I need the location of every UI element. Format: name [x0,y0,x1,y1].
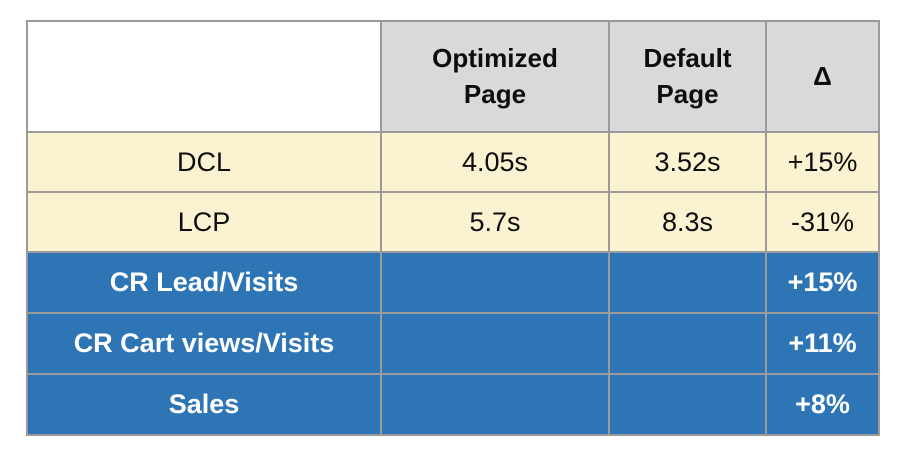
row-label-cell: DCL [26,131,382,193]
optimized-value-cell [380,312,610,375]
comparison-table: Optimized Page Default Page Δ DCL 4.05s … [26,20,880,436]
default-value-cell: 3.52s [608,131,767,193]
optimized-value-cell [380,251,610,314]
default-value-cell: 8.3s [608,191,767,253]
corner-header-cell [26,20,382,133]
row-label-cell: LCP [26,191,382,253]
delta-header: Δ [765,20,880,133]
delta-value-cell: +8% [765,373,880,436]
table-row-cr-lead-visits: CR Lead/Visits +15% [26,251,880,314]
optimized-page-header-label: Optimized Page [432,43,558,109]
delta-value-cell: +15% [765,251,880,314]
optimized-page-header: Optimized Page [380,20,610,133]
default-page-header-label: Default Page [643,43,732,109]
optimized-value-cell: 4.05s [380,131,610,193]
table-row-lcp: LCP 5.7s 8.3s -31% [26,191,880,253]
table-row-cr-cart-views-visits: CR Cart views/Visits +11% [26,312,880,375]
table-header-row: Optimized Page Default Page Δ [26,20,880,133]
default-value-cell [608,312,767,375]
table-row-dcl: DCL 4.05s 3.52s +15% [26,131,880,193]
optimized-value-cell: 5.7s [380,191,610,253]
delta-value-cell: -31% [765,191,880,253]
delta-value-cell: +11% [765,312,880,375]
default-page-header: Default Page [608,20,767,133]
default-value-cell [608,251,767,314]
delta-value-cell: +15% [765,131,880,193]
optimized-value-cell [380,373,610,436]
default-value-cell [608,373,767,436]
row-label-cell: Sales [26,373,382,436]
table-row-sales: Sales +8% [26,373,880,436]
row-label-cell: CR Lead/Visits [26,251,382,314]
row-label-cell: CR Cart views/Visits [26,312,382,375]
